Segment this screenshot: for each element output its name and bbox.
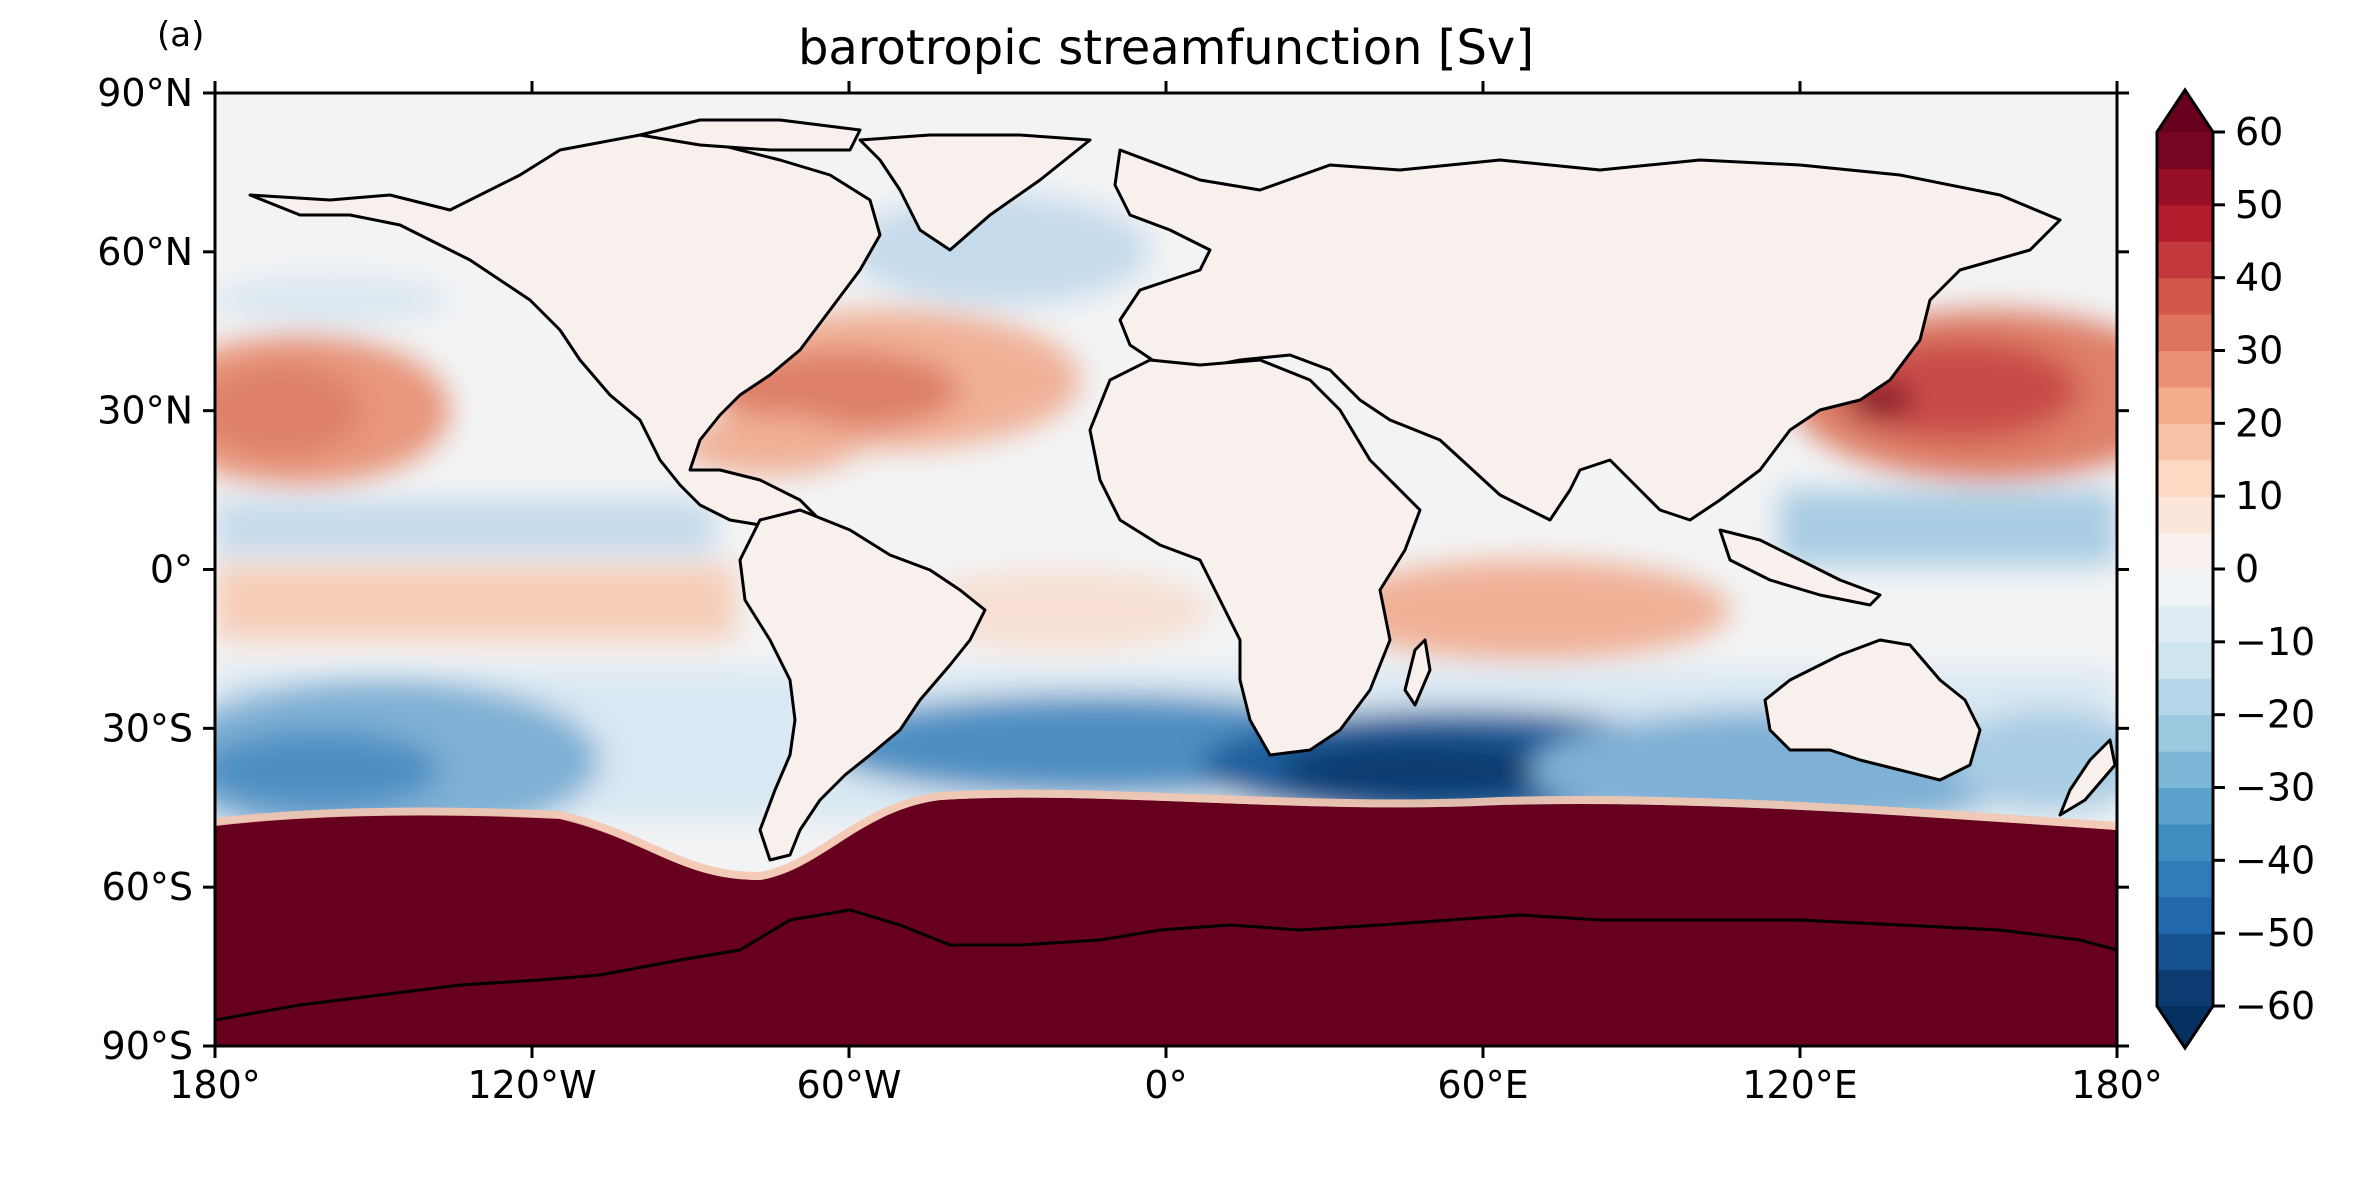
x-tick-label: 60°E [1437,1063,1528,1107]
colorbar-bin [2157,933,2213,971]
colorbar-tick-label: 30 [2235,329,2283,373]
colorbar-bin [2157,277,2213,315]
colorbar-bin [2157,532,2213,570]
africa [1088,358,1422,757]
colorbar-bin [2157,350,2213,388]
colorbar-bin [2157,314,2213,352]
colorbar-tick-label: −30 [2235,766,2315,810]
colorbar-bin [2157,132,2213,170]
colorbar-extend-low [2157,1006,2213,1048]
colorbar-tick-label: 50 [2235,183,2283,227]
colorbar-ticks: 60 50 40 30 20 10 0 −10 −20 −30 −40 −50 −60 [2213,110,2315,1028]
greenland [858,133,1092,252]
colorbar-extend-high [2157,90,2213,132]
colorbar-tick-label: 10 [2235,474,2283,518]
y-tick-label: 0° [150,548,193,592]
colorbar-bin [2157,204,2213,242]
y-tick-label: 60°S [102,865,193,909]
colorbar-tick-label: −50 [2235,911,2315,955]
y-tick-label: 90°N [97,71,193,115]
map-panel: 180° 120°W 60°W 0° 60°E 120°E 180° 90°N 60°N 30°… [97,71,2163,1107]
x-tick-label: 0° [1144,1063,1187,1107]
colorbar-tick-label: −60 [2235,984,2315,1028]
colorbar: 60 50 40 30 20 10 0 −10 −20 −30 −40 −50 −60 [2155,87,2315,1051]
colorbar-bin [2157,751,2213,789]
colorbar-tick-label: −20 [2235,693,2315,737]
x-axis: 180° 120°W 60°W 0° 60°E 120°E 180° [169,81,2163,1107]
colorbar-bin [2157,787,2213,825]
colorbar-bin [2157,860,2213,898]
antarctica [215,908,2117,1046]
equatorial-pacific-band [215,565,735,640]
australia [1763,638,1982,782]
colorbar-blocks [2157,90,2213,1048]
x-tick-label: 120°W [467,1063,596,1107]
colorbar-tick-label: 20 [2235,401,2283,445]
indonesia [1718,528,1882,607]
x-tick-label: 180° [169,1063,261,1107]
map-title: barotropic streamfunction [Sv] [798,20,1534,76]
new-zealand [2058,738,2117,817]
x-tick-label: 60°W [797,1063,902,1107]
colorbar-bin [2157,823,2213,861]
colorbar-tick-label: 40 [2235,256,2283,300]
north-pacific-tropical-band [215,500,715,555]
colorbar-bin [2157,459,2213,497]
colorbar-bin [2157,386,2213,424]
madagascar [1403,638,1432,707]
equatorial-indian-band [1330,560,1730,660]
colorbar-bin [2157,241,2213,279]
subpolar-atlantic-gyre [850,195,1150,305]
colorbar-bin [2157,569,2213,607]
south-america [738,508,987,862]
y-axis: 90°N 60°N 30°N 0° 30°S 60°S 90°S [97,71,2129,1068]
colorbar-bin [2157,168,2213,206]
panel-label: (a) [157,15,204,55]
colorbar-tick-label: 0 [2235,547,2259,591]
continents [215,118,2117,1046]
y-tick-label: 30°S [102,706,193,750]
colorbar-tick-label: −10 [2235,620,2315,664]
colorbar-bin [2157,496,2213,534]
colorbar-bin [2157,896,2213,934]
eurasia [1113,148,2062,522]
colorbar-bin [2157,641,2213,679]
acc-region [215,797,2117,1046]
colorbar-bin [2157,714,2213,752]
y-tick-label: 90°S [102,1024,193,1068]
y-tick-label: 30°N [97,389,193,433]
arctic-islands [638,118,862,152]
colorbar-tick-label: 60 [2235,110,2283,154]
x-tick-label: 180° [2071,1063,2163,1107]
colorbar-bin [2157,423,2213,461]
colorbar-bin [2157,605,2213,643]
colorbar-bin [2157,969,2213,1007]
y-tick-label: 60°N [97,230,193,274]
colorbar-bin [2157,678,2213,716]
colorbar-tick-label: −40 [2235,838,2315,882]
x-tick-label: 120°E [1742,1063,1858,1107]
